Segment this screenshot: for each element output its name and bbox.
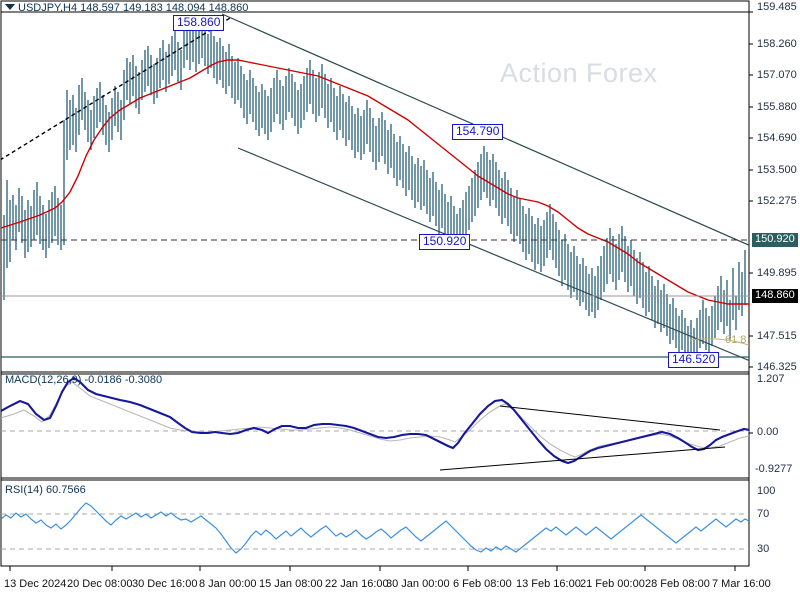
time-axis-label: 13 Dec 2024 — [4, 578, 67, 590]
macd-tick-label: 0.00 — [757, 426, 779, 438]
price-tick-label: 154.690 — [757, 132, 797, 144]
macd-trendline-lower — [439, 446, 726, 471]
pivot-label: 150.920 — [419, 234, 471, 250]
price-tick-label: 146.325 — [757, 361, 797, 373]
watermark: Action Forex — [500, 58, 658, 88]
price-tag-148860: 148.860 — [752, 289, 798, 303]
rsi-panel-contents — [1, 502, 749, 554]
rsi-line — [1, 502, 749, 554]
price-axis-ticks — [749, 11, 753, 434]
swing-high-label: 158.860 — [173, 15, 225, 31]
time-axis-label: 7 Mar 16:00 — [712, 578, 771, 590]
macd-tick-label: -0.9277 — [755, 463, 793, 475]
price-tick-label: 157.070 — [757, 69, 797, 81]
symbol-header: USDJPY,H4 148.597 149.183 148.094 148.86… — [18, 2, 249, 14]
price-tick-label: 159.485 — [757, 1, 797, 13]
time-axis-label: 21 Feb 00:00 — [580, 578, 645, 590]
swing-low-label: 146.520 — [668, 352, 720, 368]
price-tick-label: 152.275 — [757, 195, 797, 207]
rsi-tick-label: 100 — [757, 485, 776, 497]
macd-trendline-upper — [499, 405, 721, 431]
time-axis-label: 30 Jan 00:00 — [386, 578, 450, 590]
time-axis-label: 20 Dec 08:00 — [67, 578, 133, 590]
macd-tick-label: 1.207 — [757, 373, 785, 385]
time-axis-label: 15 Jan 08:00 — [259, 578, 323, 590]
macd-panel-contents — [1, 376, 749, 471]
moving-average-line — [1, 59, 749, 305]
price-tick-label: 147.515 — [757, 330, 797, 342]
macd-signal-line — [1, 381, 749, 458]
uptrend-dashed-line — [1, 17, 231, 161]
fib-618-label: 61.8 — [725, 334, 747, 346]
triangle-down-icon[interactable] — [5, 4, 15, 10]
time-axis-label: 22 Jan 16:00 — [325, 578, 389, 590]
resistance-label: 154.790 — [452, 124, 504, 140]
fib-618-curve — [689, 338, 749, 346]
price-tick-label: 155.880 — [757, 101, 797, 113]
time-axis-label: 6 Feb 08:00 — [453, 578, 512, 590]
time-axis-label: 30 Dec 16:00 — [132, 578, 198, 590]
price-tick-label: 153.500 — [757, 164, 797, 176]
time-axis-label: 13 Feb 16:00 — [516, 578, 581, 590]
price-panel-contents — [1, 13, 749, 362]
ohlc-bars — [3, 18, 746, 357]
time-axis-ticks — [9, 566, 736, 571]
rsi-panel-label: RSI(14) 60.7566 — [5, 484, 86, 496]
price-tag-150920: 150.920 — [752, 233, 798, 247]
macd-main-line — [1, 376, 749, 465]
time-axis-label: 8 Jan 00:00 — [199, 578, 257, 590]
rsi-tick-label: 70 — [757, 508, 770, 520]
time-axis-label: 28 Feb 08:00 — [645, 578, 710, 590]
macd-panel-label: MACD(12,26,9) -0.0186 -0.3080 — [5, 374, 163, 386]
price-tick-label: 158.260 — [757, 38, 797, 50]
rsi-tick-label: 30 — [757, 543, 770, 555]
channel-lower-line — [237, 147, 749, 362]
price-tick-label: 149.895 — [757, 267, 797, 279]
